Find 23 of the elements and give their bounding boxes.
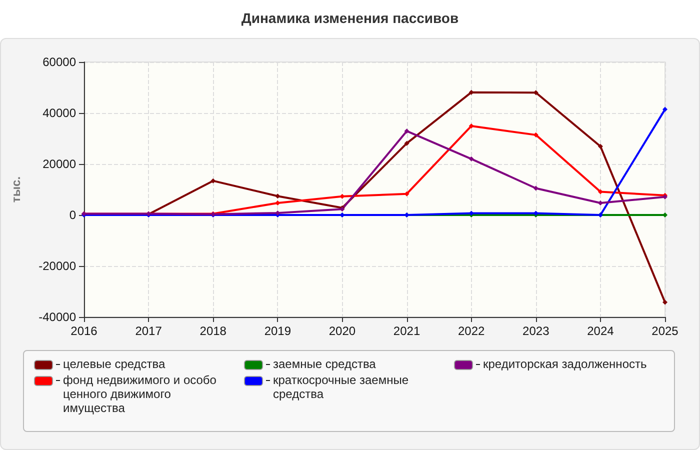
x-tick-label: 2019 (264, 324, 292, 338)
legend-label: заемные средства (273, 357, 428, 371)
y-tick-label: 60000 (42, 55, 76, 69)
chart-title: Динамика изменения пассивов (240, 10, 460, 26)
y-tick-label: -40000 (38, 310, 76, 324)
legend-label: краткосрочные заемные средства (273, 373, 428, 401)
y-tick-label: -20000 (38, 259, 76, 273)
y-tick-label: 20000 (42, 157, 76, 171)
y-tick-label: 0 (69, 208, 76, 222)
legend-label: целевые средства (63, 357, 218, 371)
x-tick-label: 2016 (70, 324, 98, 338)
x-tick-label: 2020 (328, 324, 356, 338)
legend-label: кредиторская задолженность (483, 357, 647, 371)
x-tick-label: 2025 (652, 324, 679, 338)
x-tick-label: 2021 (393, 324, 420, 338)
y-tick-label: 40000 (42, 106, 76, 120)
x-tick-label: 2017 (135, 324, 162, 338)
y-axis-title: тыс. (9, 176, 23, 203)
x-tick-label: 2018 (200, 324, 227, 338)
legend-label: фонд недвижимого и особо ценного движимого имущества (63, 373, 218, 415)
x-tick-label: 2024 (587, 324, 614, 338)
x-tick-label: 2022 (458, 324, 486, 338)
x-tick-label: 2023 (522, 324, 550, 338)
